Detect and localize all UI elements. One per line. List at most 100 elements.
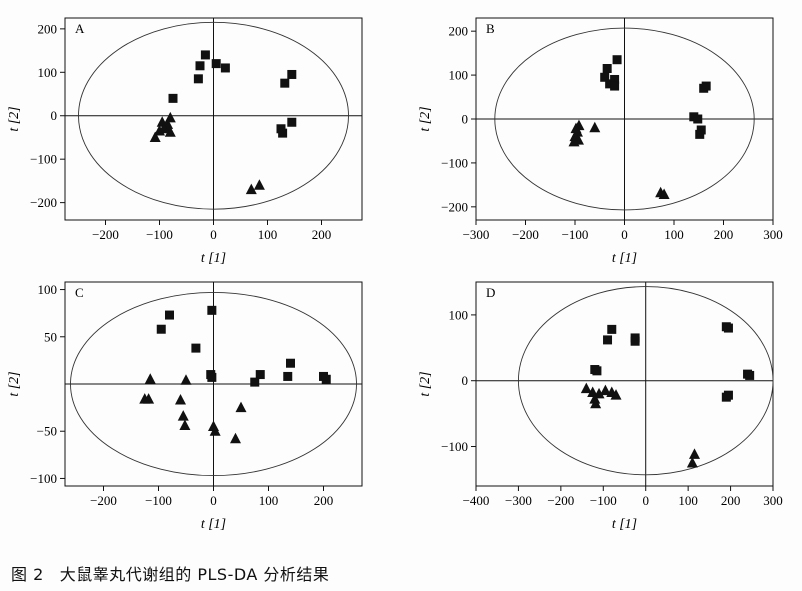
square-point — [607, 324, 617, 334]
square-point — [255, 370, 265, 380]
x-tick-label: −100 — [145, 493, 172, 508]
y-tick-label: −100 — [441, 155, 468, 170]
square-point — [283, 371, 293, 381]
confidence-ellipse — [494, 27, 755, 211]
x-tick-label: 100 — [678, 493, 698, 508]
square-point — [250, 377, 260, 387]
triangle-point — [589, 121, 601, 133]
panel-d: −400 −300 −200 −100 0 100 200 300 −100 0 100 Dt [1]… — [418, 281, 783, 532]
x-tick-label: 100 — [258, 227, 278, 242]
y-tick-label: −200 — [30, 195, 57, 210]
square-point — [156, 324, 166, 334]
x-tick-label: −100 — [562, 227, 589, 242]
x-tick-label: 300 — [763, 227, 783, 242]
x-tick-label: −300 — [463, 227, 490, 242]
triangle-point — [568, 135, 580, 147]
square-point — [723, 323, 733, 333]
y-tick-label: −100 — [30, 152, 57, 167]
triangle-point — [180, 374, 192, 385]
x-tick-label: −100 — [590, 493, 617, 508]
plot-frame — [475, 281, 774, 487]
square-point — [603, 335, 613, 345]
triangle-point — [580, 382, 592, 394]
y-tick-label: −100 — [30, 471, 57, 486]
square-point — [220, 63, 230, 73]
x-tick-label: 0 — [210, 493, 217, 508]
square-point — [286, 358, 295, 368]
x-axis-label: t [1] — [201, 251, 226, 266]
square-point — [605, 79, 615, 89]
y-axis-label: t [2] — [418, 371, 433, 396]
square-point — [630, 336, 640, 346]
confidence-ellipse — [70, 291, 357, 477]
square-point — [699, 83, 709, 93]
x-tick-label: −200 — [512, 227, 539, 242]
square-point — [612, 55, 622, 65]
triangle-point — [253, 179, 265, 190]
x-tick-label: 300 — [763, 493, 783, 508]
square-point — [723, 390, 733, 400]
square-point — [287, 69, 297, 79]
confidence-ellipse — [517, 286, 774, 476]
triangle-point — [589, 393, 601, 404]
triangle-point — [149, 131, 161, 142]
y-tick-label: 200 — [38, 21, 58, 36]
square-point — [280, 78, 290, 88]
x-tick-label: 100 — [664, 227, 684, 242]
triangle-point — [158, 122, 170, 134]
y-axis-label: t [2] — [418, 106, 433, 131]
triangle-point — [610, 389, 622, 400]
triangle-point — [179, 419, 191, 431]
y-tick-label: −50 — [37, 424, 57, 439]
x-axis-label: t [1] — [612, 517, 637, 532]
triangle-point — [164, 126, 176, 137]
y-tick-label: 0 — [462, 112, 469, 127]
panel-a: −200 −100 0 100 200 −200 −100 0 100 200 At [1] t [2… — [7, 17, 363, 266]
y-tick-label: 0 — [462, 373, 469, 388]
x-tick-label: 200 — [714, 227, 734, 242]
square-point — [207, 305, 217, 315]
x-tick-label: 200 — [314, 493, 334, 508]
triangle-point — [245, 183, 257, 195]
square-point — [200, 50, 210, 60]
triangle-point — [177, 410, 189, 421]
caption-text: 大鼠睾丸代谢组的 PLS-DA 分析结果 — [59, 565, 330, 584]
x-tick-label: 200 — [312, 227, 332, 242]
y-axis-label: t [2] — [7, 106, 22, 131]
x-tick-label: 200 — [721, 493, 741, 508]
square-point — [693, 114, 703, 124]
x-tick-label: −400 — [463, 493, 490, 508]
panel-letter: A — [75, 21, 85, 36]
y-tick-label: −100 — [441, 439, 468, 454]
triangle-point — [175, 394, 186, 405]
panel-b: −300 −200 −100 0 100 200 300 −200 −100 0 100 200 Bt … — [418, 17, 783, 266]
square-point — [610, 74, 620, 84]
y-tick-label: 50 — [44, 329, 57, 344]
x-tick-label: 100 — [259, 493, 279, 508]
square-point — [321, 374, 331, 384]
square-point — [287, 117, 297, 127]
x-tick-label: −200 — [90, 493, 117, 508]
triangle-point — [209, 425, 221, 436]
x-tick-label: 0 — [621, 227, 628, 242]
x-axis-label: t [1] — [612, 251, 637, 266]
x-tick-label: 0 — [642, 493, 649, 508]
triangle-point — [230, 432, 241, 444]
square-point — [602, 64, 612, 73]
square-point — [191, 343, 201, 353]
x-axis-label: t [1] — [201, 517, 226, 532]
x-tick-label: −100 — [146, 227, 173, 242]
y-tick-label: 0 — [51, 108, 58, 123]
square-point — [610, 81, 620, 91]
figure-caption: 图 2 大鼠睾丸代谢组的 PLS-DA 分析结果 — [11, 561, 329, 585]
panel-c: −200 −100 0 100 200 −100 −50 50 100 Ct [1] t [2] — [7, 281, 363, 532]
square-point — [168, 93, 178, 103]
x-tick-label: −200 — [92, 227, 119, 242]
x-tick-label: 0 — [210, 227, 217, 242]
y-tick-label: −200 — [441, 199, 468, 214]
square-point — [207, 372, 217, 382]
y-tick-label: 200 — [449, 24, 469, 39]
triangle-point — [590, 397, 602, 409]
y-tick-label: 100 — [38, 282, 58, 297]
x-tick-label: −200 — [547, 493, 574, 508]
